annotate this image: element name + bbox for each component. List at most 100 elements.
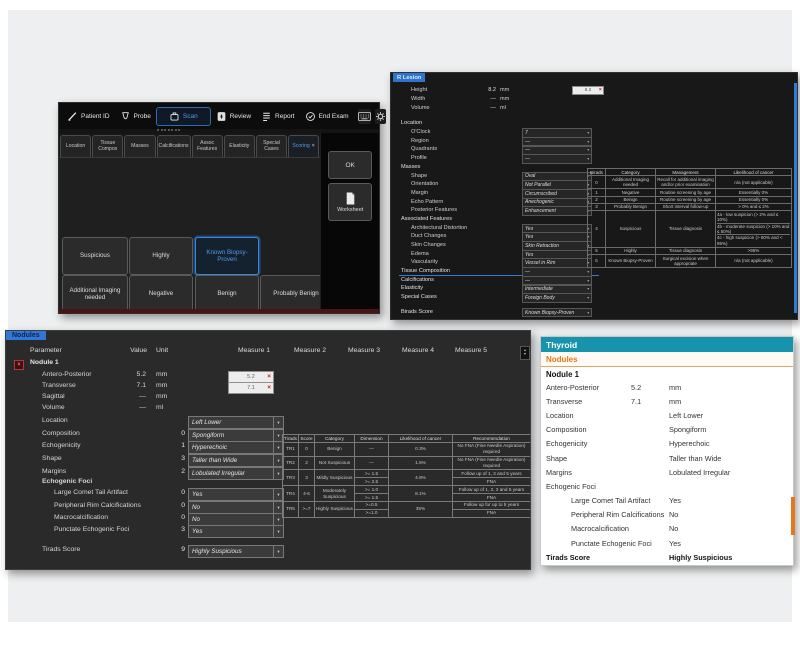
report-row: Antero-Posterior 5.2 mm: [546, 382, 682, 392]
field-label: Orientation: [411, 181, 439, 188]
report-scrollbar[interactable]: [791, 497, 795, 535]
table-row: TR1 0 Benign —0.3% No FNA (Fine Needle Aspir…: [282, 441, 530, 457]
dropdown-arrow-icon: ▼: [273, 502, 283, 513]
group-label: Echogenic Foci: [42, 478, 93, 485]
table-row: 6 Known Biopsy-Proven Surgical excision wh…: [587, 254, 792, 268]
patient-id-button[interactable]: Patient ID: [62, 107, 115, 126]
end-exam-button[interactable]: End Exam: [300, 107, 354, 126]
report-button[interactable]: Report: [256, 107, 300, 126]
scroll-spinner[interactable]: ▲ ▼: [520, 346, 530, 360]
field-label: Special Cases: [401, 294, 437, 301]
dropdown-arrow-icon: ▼: [273, 442, 283, 453]
birads-score-dropdown[interactable]: Known Biopsy-Proven ▼: [522, 307, 592, 318]
bottom-accent: [59, 309, 379, 313]
tab-nodules[interactable]: Nodules: [6, 331, 46, 340]
probe-button[interactable]: Probe: [115, 107, 156, 126]
score-button-negative[interactable]: Negative: [129, 275, 193, 313]
tab-calcifications[interactable]: Calcifications: [156, 135, 191, 157]
echogenicity-dropdown[interactable]: Hyperechoic ▼: [188, 441, 284, 454]
delete-measure-icon[interactable]: ×: [267, 373, 271, 381]
shape-dropdown[interactable]: Taller than Wide ▼: [188, 454, 284, 467]
field-label: Duct Changes: [411, 233, 447, 240]
tab-special-cases[interactable]: Special Cases: [255, 135, 288, 157]
scan-button[interactable]: Scan: [155, 106, 211, 126]
field-label: Elasticity: [401, 285, 424, 292]
tab-location[interactable]: Location: [60, 135, 92, 157]
pager-dots: [157, 129, 180, 131]
table-row: 5 Highly Tissue diagnosis >95%: [587, 246, 792, 256]
tirads-score-dropdown[interactable]: Highly Suspicious ▼: [188, 545, 284, 558]
field-value: —: [490, 104, 496, 111]
tab-scoring[interactable]: Scoring ×: [288, 135, 320, 157]
dropdown-arrow-icon: ▼: [586, 278, 590, 283]
lesion-window: R Lesion Height 8.2 mm 8.2 × Width — mm Volume…: [390, 72, 798, 320]
score-button-known-biopsy-proven[interactable]: Known Biopsy-Proven: [195, 237, 259, 275]
scoring-window: Patient ID Probe Scan Review Report End …: [58, 102, 386, 314]
dropdown-value: Intermediate: [525, 286, 553, 293]
dropdown-value: Anechogenic: [525, 199, 554, 206]
dropdown-value: Enhancement: [525, 208, 556, 215]
group-label: Masses: [401, 163, 421, 170]
toolbar-label: Review: [229, 112, 252, 120]
close-tab-icon[interactable]: ×: [311, 143, 315, 150]
dropdown-value: —: [525, 138, 530, 145]
review-icon: [217, 111, 226, 121]
tab-assoc-features[interactable]: Assoc Features: [191, 135, 223, 157]
report-preview: Thyroid Nodules Nodule 1 Antero-Posterio…: [540, 336, 794, 566]
score-button-highly[interactable]: Highly: [129, 237, 193, 275]
review-button[interactable]: Review: [211, 107, 256, 126]
document-icon: [346, 192, 354, 204]
field-label: Region: [411, 137, 429, 144]
ok-button[interactable]: OK: [328, 151, 373, 179]
measure-value: 8.2: [584, 87, 592, 93]
field-label: Profile: [411, 155, 427, 162]
report-row: Composition Spongiform: [546, 425, 707, 435]
field-value: 8.2: [488, 87, 496, 94]
profile-dropdown[interactable]: — ▼: [522, 154, 592, 164]
tab-elasticity[interactable]: Elasticity: [223, 135, 255, 157]
field-label: Tissue Composition: [401, 268, 450, 275]
dropdown-arrow-icon: ▼: [586, 148, 590, 153]
keyboard-button[interactable]: [357, 108, 371, 124]
score-button-benign[interactable]: Benign: [195, 275, 259, 313]
tab-tissue-compos[interactable]: Tissue Compos: [92, 135, 124, 157]
delete-measure-icon[interactable]: ×: [267, 384, 271, 392]
toolbar-label: Patient ID: [81, 112, 110, 120]
vertical-scrollbar[interactable]: [794, 83, 797, 313]
settings-button[interactable]: [374, 108, 386, 124]
report-icon: [263, 112, 270, 121]
worksheet-label: Worksheet: [337, 206, 364, 213]
dropdown-value: Foreign Body: [525, 295, 555, 301]
table-row: 2 Benign Routine screening by age Essential…: [587, 195, 792, 204]
tab-masses[interactable]: Masses: [124, 135, 156, 157]
dropdown-value: Skin Retraction: [525, 242, 559, 249]
score-button-suspicious[interactable]: Suspicious: [62, 237, 128, 275]
report-section-nodules: Nodules: [541, 352, 793, 367]
report-row: Location Left Lower: [546, 410, 704, 420]
table-row: TR4 4-6 Moderately Suspicious >= 1.0 8.1% Fol…: [282, 485, 530, 502]
field-label: Skin Changes: [411, 242, 446, 249]
field-unit: mm: [500, 87, 510, 94]
tab-r-lesion[interactable]: R Lesion: [393, 73, 426, 82]
field-label: Edema: [411, 250, 429, 257]
dropdown-arrow-icon: ▼: [586, 269, 590, 274]
group-label: Location: [401, 120, 423, 127]
dropdown-value: Yes: [525, 234, 534, 241]
delete-measure-icon[interactable]: ×: [598, 87, 602, 94]
dropdown-value: 7: [525, 129, 528, 136]
location-dropdown[interactable]: Left Lower ▼: [188, 416, 284, 429]
report-row: Shape Taller than Wide: [546, 453, 722, 463]
gear-icon: [375, 111, 385, 121]
score-button-additional-imaging[interactable]: Additional Imaging needed: [62, 275, 128, 313]
margins-dropdown[interactable]: Lobulated Irregular ▼: [188, 467, 284, 480]
large-comet-tail-dropdown[interactable]: Yes ▼: [188, 488, 284, 501]
punctate-foci-dropdown[interactable]: Yes ▼: [188, 525, 284, 538]
field-label: Shape: [411, 172, 428, 179]
delete-nodule-icon[interactable]: ×: [14, 360, 24, 370]
special-cases-dropdown[interactable]: Foreign Body ▼: [522, 293, 592, 303]
measure-box: 5.2 ×: [228, 371, 274, 383]
field-label: Echo Pattern: [411, 198, 444, 205]
field-label: Vascularity: [411, 259, 438, 266]
table-row: 1 Negative Routine screening by age Essenti…: [587, 188, 792, 197]
worksheet-button[interactable]: Worksheet: [328, 183, 373, 221]
